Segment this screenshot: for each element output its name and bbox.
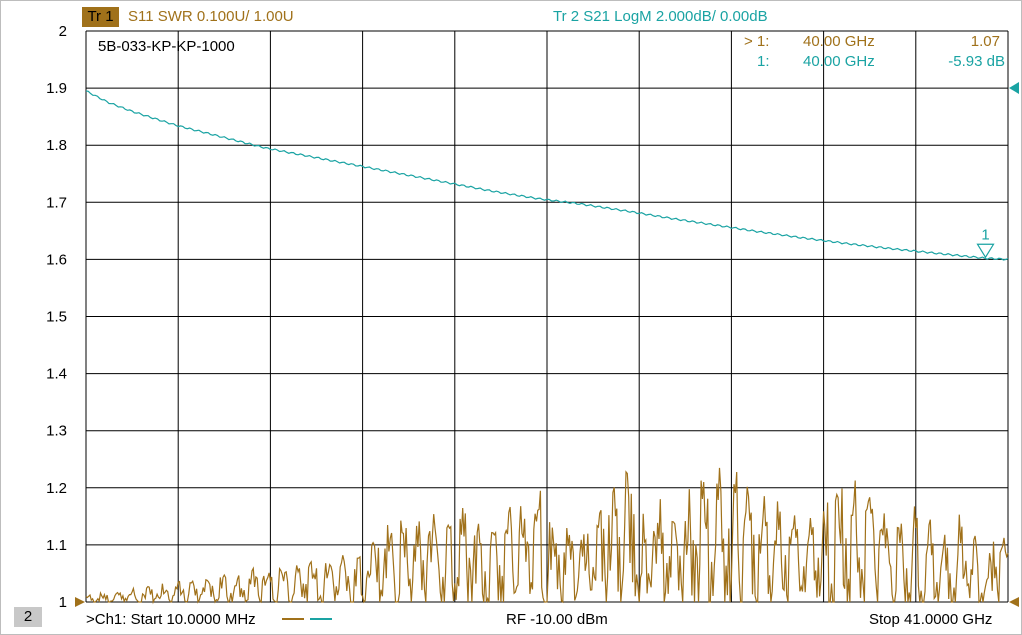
marker-tr1-freq: 40.00 GHz (803, 33, 875, 50)
trace-legend-swatches (282, 618, 332, 620)
trace-1-label[interactable]: S11 SWR 0.100U/ 1.00U (128, 8, 294, 25)
trace-2-label[interactable]: Tr 2 S21 LogM 2.000dB/ 0.00dB (553, 8, 768, 25)
y-tick-label: 1.7 (46, 194, 67, 211)
y-tick-label: 2 (59, 23, 67, 40)
y-tick-label: 1.5 (46, 309, 67, 326)
marker-tr2-value: -5.93 dB (948, 53, 1005, 70)
marker-tr1-value: 1.07 (970, 33, 1000, 50)
series-s21-line (85, 90, 1009, 261)
channel-badge[interactable]: 2 (14, 607, 42, 627)
left-reference-arrow-icon (75, 597, 85, 607)
start-frequency[interactable]: >Ch1: Start 10.0000 MHz (86, 611, 256, 628)
marker-tr2-id: 1: (757, 53, 770, 70)
y-tick-label: 1.6 (46, 251, 67, 268)
y-tick-label: 1 (59, 594, 67, 611)
y-tick-label: 1.9 (46, 80, 67, 97)
marker-triangle-icon (976, 243, 995, 259)
y-tick-label: 1.4 (46, 366, 67, 383)
y-tick-label: 1.8 (46, 137, 67, 154)
y-tick-label: 1.2 (46, 480, 67, 497)
y-tick-label: 1.3 (46, 423, 67, 440)
y-tick-label: 1.1 (46, 537, 67, 554)
marker-1-flag[interactable]: 1 (976, 226, 995, 259)
device-label: 5B-033-KP-KP-1000 (98, 38, 235, 55)
stop-frequency[interactable]: Stop 41.0000 GHz (869, 611, 993, 628)
series-swr-line (85, 467, 1009, 605)
marker-flag-label: 1 (981, 226, 989, 243)
right-reference-arrow-top-icon (1009, 82, 1019, 94)
rf-power[interactable]: RF -10.00 dBm (506, 611, 608, 628)
marker-tr2-freq: 40.00 GHz (803, 53, 875, 70)
marker-tr1-id: > 1: (744, 33, 770, 50)
y-axis-ticks: 2 1.9 1.8 1.7 1.6 1.5 1.4 1.3 1.2 1.1 1 (46, 23, 67, 611)
right-reference-arrow-bottom-icon (1009, 597, 1019, 607)
grid (85, 30, 1009, 603)
trace-1-badge[interactable]: Tr 1 (82, 7, 119, 27)
